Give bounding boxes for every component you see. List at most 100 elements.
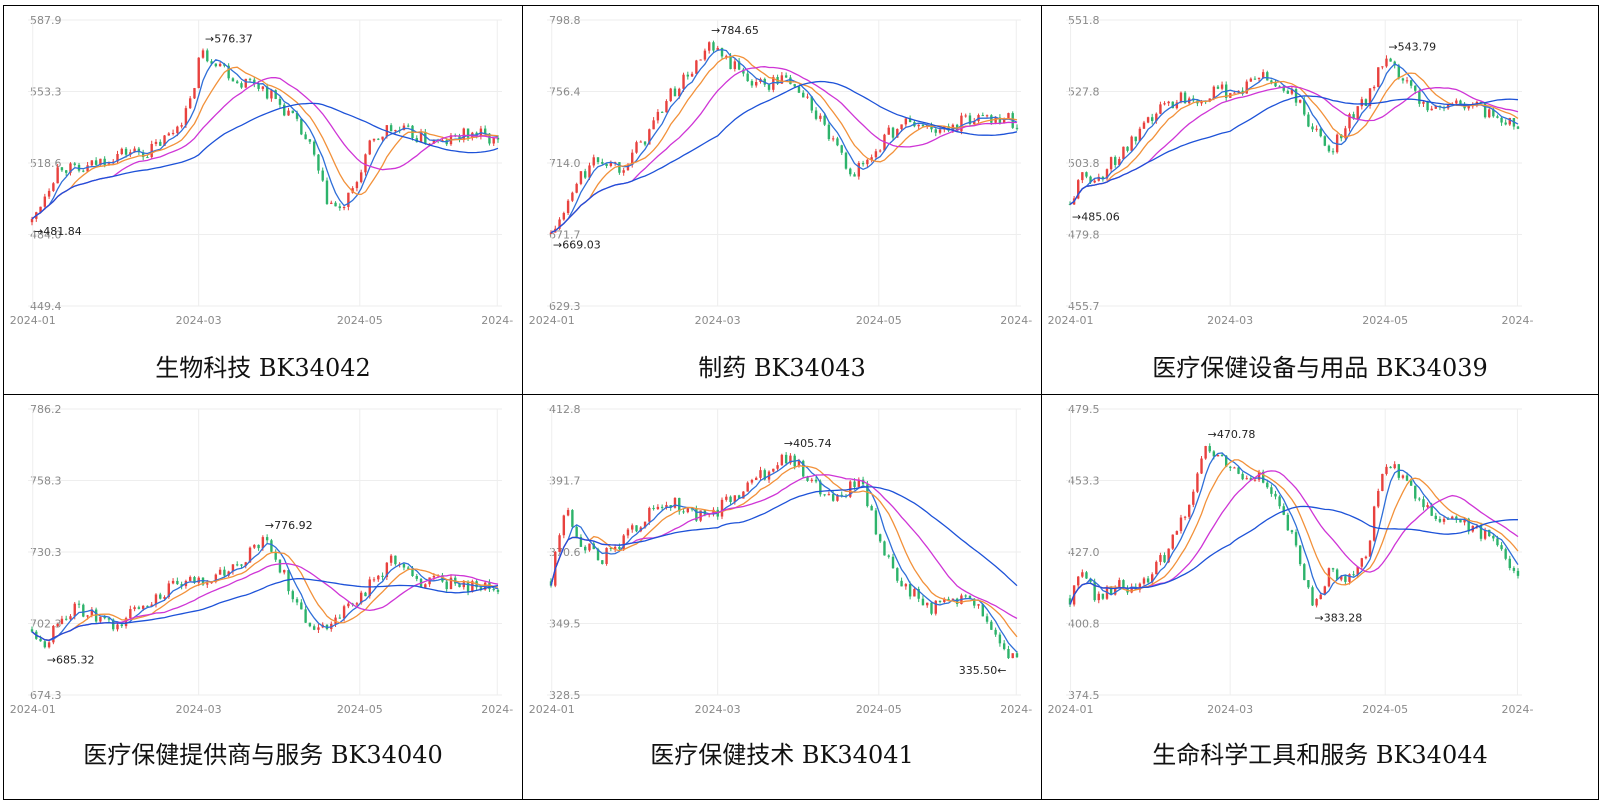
- candle-body: [964, 595, 967, 597]
- candle-body: [462, 128, 465, 140]
- candle-body: [1315, 599, 1318, 606]
- candle-body: [325, 180, 329, 204]
- candle-body: [364, 592, 367, 597]
- candle-body: [797, 86, 801, 93]
- candle-body: [725, 496, 728, 500]
- candle-body: [1245, 81, 1248, 94]
- candle-body: [1216, 455, 1220, 457]
- candle-body: [1298, 545, 1302, 565]
- candle-body: [686, 508, 690, 513]
- candle-body: [827, 124, 831, 140]
- candle-body: [626, 529, 630, 536]
- candle-body: [304, 609, 307, 623]
- candle-body: [1360, 558, 1364, 567]
- candle-body: [432, 139, 436, 144]
- candle-body: [407, 125, 410, 127]
- candle-body: [1307, 580, 1310, 588]
- ma-line-5: [550, 459, 1018, 653]
- candle-body: [124, 618, 128, 627]
- candle-body: [1270, 80, 1273, 83]
- candle-body: [1109, 586, 1113, 595]
- candle-body: [291, 110, 294, 113]
- x-tick-label: 2024-05: [856, 703, 902, 716]
- candle-body: [1167, 101, 1170, 104]
- candle-body: [295, 599, 299, 603]
- candle-body: [1142, 578, 1146, 584]
- candle-body: [678, 497, 681, 512]
- candle-body: [30, 629, 34, 632]
- candle-body: [206, 583, 209, 585]
- candle-body: [1101, 176, 1105, 179]
- y-tick-label: 758.3: [30, 475, 62, 488]
- candle-body: [1002, 643, 1006, 650]
- x-tick-label: 2024-03: [176, 314, 222, 327]
- candle-body: [432, 576, 436, 578]
- candle-body: [973, 598, 976, 606]
- ma-line-10: [31, 66, 499, 220]
- candle-body: [184, 108, 188, 126]
- candle-body: [1077, 576, 1080, 586]
- candle-body: [1216, 86, 1220, 89]
- y-tick-label: 391.7: [549, 475, 581, 488]
- candle-body: [1171, 101, 1174, 109]
- x-tick-label: 2024-: [481, 703, 513, 716]
- candle-body: [1208, 98, 1211, 102]
- y-tick-label: 629.3: [549, 300, 581, 313]
- candle-body: [1303, 564, 1306, 581]
- candle-body: [180, 584, 183, 587]
- x-tick-label: 2024-01: [1048, 314, 1094, 327]
- y-tick-label: 484.0: [30, 229, 62, 242]
- candle-body: [866, 159, 869, 165]
- candle-body: [1512, 568, 1516, 571]
- candle-body: [1146, 117, 1150, 123]
- candle-body: [1171, 534, 1174, 549]
- candle-body: [1077, 180, 1080, 199]
- candle-body: [1183, 92, 1187, 104]
- candle-body: [227, 571, 230, 576]
- candle-body: [1451, 516, 1454, 520]
- candle-body: [1389, 58, 1392, 62]
- candle-body: [930, 125, 933, 130]
- candle-body: [1253, 479, 1257, 481]
- chart-caption: 生物科技 BK34042: [155, 354, 371, 382]
- candle-body: [419, 131, 423, 143]
- candle-body: [759, 470, 762, 478]
- candle-body: [274, 551, 277, 560]
- candle-body: [1381, 473, 1384, 491]
- candle-body: [248, 78, 252, 80]
- candle-body: [613, 162, 617, 164]
- candle-body: [904, 118, 908, 125]
- candle-body: [1015, 653, 1019, 658]
- candle-body: [445, 581, 448, 590]
- candle-body: [1261, 471, 1265, 483]
- candle-body: [218, 569, 222, 575]
- candle-body: [686, 74, 690, 77]
- candle-body: [823, 115, 826, 125]
- candle-body: [1163, 555, 1166, 563]
- candle-body: [1479, 525, 1483, 539]
- x-tick-label: 2024-03: [695, 703, 741, 716]
- candle-body: [558, 219, 561, 229]
- candle-body: [377, 575, 380, 580]
- candle-body: [402, 563, 406, 568]
- candle-body: [1130, 586, 1133, 593]
- candle-body: [921, 598, 925, 606]
- candle-body: [1151, 117, 1154, 122]
- chart-caption: 医疗保健提供商与服务 BK34040: [83, 741, 443, 769]
- candle-body: [1105, 169, 1109, 179]
- candle-body: [1241, 473, 1244, 480]
- candle-body: [981, 115, 984, 117]
- candle-body: [1504, 122, 1507, 125]
- candle-body: [206, 50, 209, 62]
- candle-body: [891, 127, 895, 138]
- candle-body: [1368, 88, 1372, 106]
- candle-body: [1179, 517, 1183, 532]
- candle-body: [1319, 128, 1322, 137]
- candle-body: [377, 138, 380, 140]
- candle-body: [797, 460, 801, 467]
- candle-body: [1220, 84, 1224, 89]
- candle-body: [1434, 105, 1437, 109]
- candle-body: [1409, 480, 1413, 486]
- ma-line-40: [1069, 95, 1519, 205]
- candle-body: [1319, 594, 1322, 600]
